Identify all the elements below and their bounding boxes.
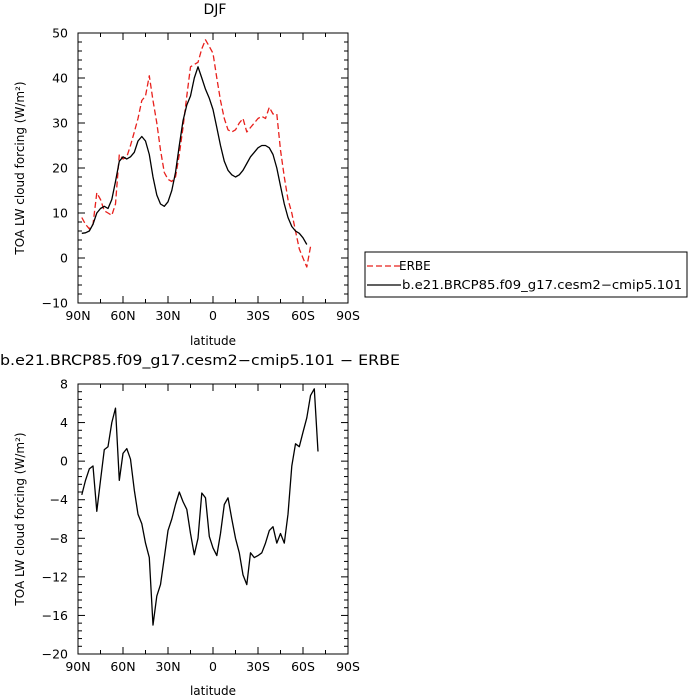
top-xtick-label: 60N <box>110 308 135 323</box>
top-series-erbe <box>81 39 312 268</box>
top-xtick-label: 30S <box>246 308 270 323</box>
bottom-xtick-label: 90S <box>336 659 360 674</box>
top-ticks: 90N 60N 30N 0 30S 60S 90S −10 0 10 20 30 40 50 <box>42 26 360 324</box>
bottom-ylabel: TOA LW cloud forcing (W/m²) <box>13 432 27 606</box>
top-series-b-e21-brcp85-f09-g17-cesm2-cmip5-101 <box>81 66 308 245</box>
bottom-plot-frame <box>77 383 349 655</box>
legend: ERBE b.e21.BRCP85.f09_g17.cesm2−cmip5.10… <box>364 251 688 298</box>
bottom-ytick-label: 8 <box>60 377 68 392</box>
top-plot-frame <box>77 32 349 304</box>
top-ylabel: TOA LW cloud forcing (W/m²) <box>13 81 27 255</box>
top-series-group <box>81 39 312 268</box>
legend-label-model: b.e21.BRCP85.f09_g17.cesm2−cmip5.101 <box>402 278 682 292</box>
bottom-xtick-label: 30S <box>246 659 270 674</box>
top-xtick-label: 60S <box>291 308 315 323</box>
bottom-ytick-label: −12 <box>42 569 68 584</box>
bottom-ytick-label: −20 <box>42 647 68 662</box>
bottom-series-group <box>81 388 319 626</box>
top-ytick-label: 20 <box>52 161 68 176</box>
top-ytick-label: 30 <box>52 116 68 131</box>
top-ytick-label: 50 <box>52 26 68 41</box>
top-xtick-label: 90S <box>336 308 360 323</box>
top-xlabel: latitude <box>190 334 236 348</box>
bottom-xlabel: latitude <box>190 684 236 698</box>
bottom-xtick-label: 0 <box>209 659 217 674</box>
top-title: DJF <box>204 2 227 18</box>
bottom-ticks: 90N 60N 30N 0 30S 60S 90S −20 −16 −12 −8 −4 0 4 8 <box>42 377 360 675</box>
top-ytick-label: 10 <box>52 206 68 221</box>
top-ytick-label: 40 <box>52 71 68 86</box>
bottom-ytick-label: −8 <box>50 531 68 546</box>
bottom-series-difference <box>81 388 319 626</box>
bottom-xtick-label: 60S <box>291 659 315 674</box>
bottom-title: b.e21.BRCP85.f09_g17.cesm2−cmip5.101 − E… <box>0 353 400 369</box>
top-xtick-label: 0 <box>209 308 217 323</box>
bottom-ytick-label: 0 <box>60 454 68 469</box>
top-xtick-label: 30N <box>155 308 180 323</box>
bottom-xtick-label: 30N <box>155 659 180 674</box>
top-ytick-label: −10 <box>42 296 68 311</box>
top-panel: DJF 90N 60N 30N 0 30S 60S 90S −10 0 10 20 30 40 50 la… <box>13 2 688 348</box>
bottom-xtick-label: 60N <box>110 659 135 674</box>
bottom-panel: b.e21.BRCP85.f09_g17.cesm2−cmip5.101 − E… <box>0 353 400 698</box>
legend-box <box>364 251 688 298</box>
top-xtick-label: 90N <box>65 308 90 323</box>
bottom-xtick-label: 90N <box>65 659 90 674</box>
bottom-ytick-label: −16 <box>42 608 68 623</box>
top-ytick-label: 0 <box>60 251 68 266</box>
legend-label-erbe: ERBE <box>399 259 431 273</box>
bottom-ytick-label: 4 <box>60 415 68 430</box>
bottom-ytick-label: −4 <box>50 492 68 507</box>
